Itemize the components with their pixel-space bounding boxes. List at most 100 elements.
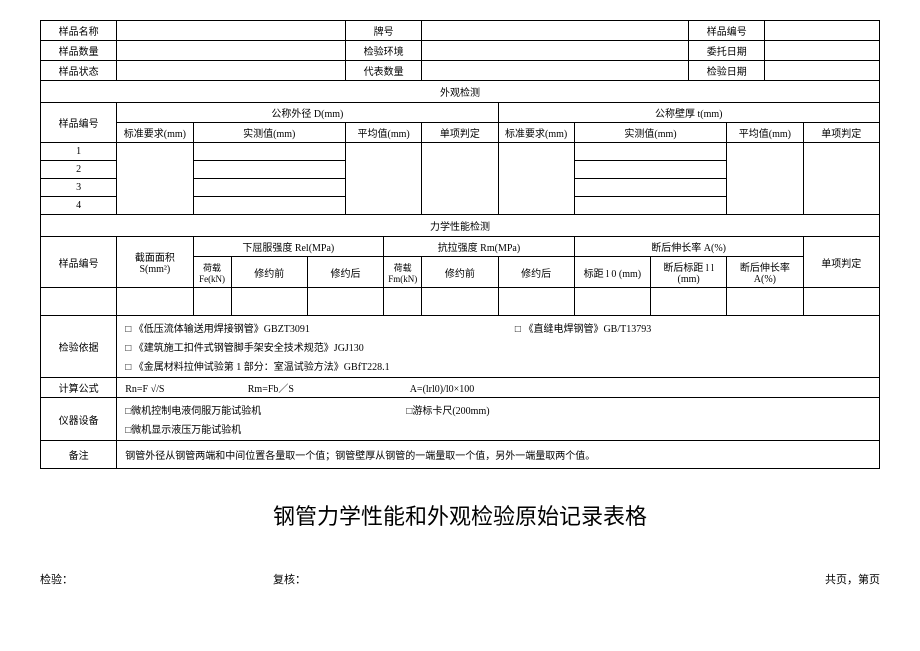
equipment-label: 仪器设备 — [41, 398, 117, 441]
s2-judge: 单项判定 — [803, 237, 880, 288]
table-cell — [193, 161, 346, 179]
table-cell — [574, 179, 727, 197]
label-test-date: 检验日期 — [689, 61, 765, 81]
s2-row-id — [41, 288, 117, 316]
table-cell — [307, 288, 383, 316]
value-test-date — [765, 61, 880, 81]
s1-row2-id: 2 — [41, 161, 117, 179]
basis-label: 检验依据 — [41, 316, 117, 378]
equip-1: 微机控制电液伺服万能试验机 — [131, 406, 261, 417]
s2-before2: 修约前 — [422, 257, 498, 288]
s1-g2-judge: 单项判定 — [803, 123, 880, 143]
s2-after1: 修约后 — [307, 257, 383, 288]
table-cell — [384, 288, 422, 316]
s1-g2-measured: 实测值(mm) — [574, 123, 727, 143]
table-cell — [193, 143, 346, 161]
value-sample-state — [117, 61, 346, 81]
equipment-content: □微机控制电液伺服万能试验机 □游标卡尺(200mm) □微机显示液压万能试验机 — [117, 398, 880, 441]
page-title: 钢管力学性能和外观检验原始记录表格 — [40, 499, 880, 531]
s1-group2: 公称壁厚 t(mm) — [498, 103, 880, 123]
value-test-env — [422, 41, 689, 61]
s2-elong-rate: 断后伸长率 A(%) — [727, 257, 803, 288]
s1-g2-avg: 平均值(mm) — [727, 123, 803, 143]
equip-2: 微机显示液压万能试验机 — [131, 425, 241, 436]
s1-g1-avg: 平均值(mm) — [346, 123, 422, 143]
s2-tensile: 抗拉强度 Rm(MPa) — [384, 237, 575, 257]
remark-text: 钢管外径从钢管两端和中间位置各量取一个值；钢管壁厚从钢管的一端量取一个值，另外一… — [117, 441, 880, 469]
s1-g1-avg-cell — [346, 143, 422, 215]
label-grade: 牌号 — [346, 21, 422, 41]
s2-after2: 修约后 — [498, 257, 574, 288]
remark-label: 备注 — [41, 441, 117, 469]
s2-before1: 修约前 — [231, 257, 307, 288]
s2-elongation: 断后伸长率 A(%) — [574, 237, 803, 257]
s2-load1: 荷载 Fe(kN) — [193, 257, 231, 288]
label-sample-no: 样品编号 — [689, 21, 765, 41]
s1-row3-id: 3 — [41, 179, 117, 197]
table-cell — [574, 197, 727, 215]
main-table: 样品名称 牌号 样品编号 样品数量 检验环境 委托日期 样品状态 代表数量 检验… — [40, 20, 880, 469]
checkbox-icon: □ — [125, 324, 131, 335]
table-cell — [651, 288, 727, 316]
s2-gauge-before: 标距 l 0 (mm) — [574, 257, 650, 288]
label-commission-date: 委托日期 — [689, 41, 765, 61]
s1-g1-std: 标准要求(mm) — [117, 123, 193, 143]
value-sample-qty — [117, 41, 346, 61]
table-cell — [498, 288, 574, 316]
label-sample-name: 样品名称 — [41, 21, 117, 41]
footer-review: 复核： — [273, 571, 306, 587]
table-cell — [574, 288, 650, 316]
value-grade — [422, 21, 689, 41]
formula-content: Rn=F √/S Rm=Fb／S A=(lrl0)/l0×100 — [117, 378, 880, 398]
s1-g2-std-cell — [498, 143, 574, 215]
s2-area: 截面面积 S(mm²) — [117, 237, 193, 288]
table-cell — [193, 197, 346, 215]
s1-g1-std-cell — [117, 143, 193, 215]
basis-item-right: 《直缝电焊钢管》GB/T13793 — [523, 324, 651, 335]
s2-load2: 荷载 Fm(kN) — [384, 257, 422, 288]
s1-g1-judge-cell — [422, 143, 498, 215]
formula-3: A=(lrl0)/l0×100 — [410, 384, 475, 395]
section2-title: 力学性能检测 — [41, 215, 880, 237]
formula-2: Rm=Fb／S — [248, 380, 408, 395]
s1-g2-judge-cell — [803, 143, 880, 215]
table-cell — [574, 143, 727, 161]
checkbox-icon: □ — [125, 343, 131, 354]
s1-g1-measured: 实测值(mm) — [193, 123, 346, 143]
formula-label: 计算公式 — [41, 378, 117, 398]
formula-1: Rn=F √/S — [125, 384, 245, 395]
basis-item-3: 《金属材料拉伸试验第 1 部分：室温试验方法》GBfT228.1 — [134, 362, 390, 373]
checkbox-icon: □ — [515, 324, 521, 335]
basis-item-2: 《建筑施工扣件式钢管脚手架安全技术规范》JGJ130 — [134, 343, 364, 354]
s1-sample-id-header: 样品编号 — [41, 103, 117, 143]
table-cell — [727, 288, 803, 316]
value-sample-no — [765, 21, 880, 41]
table-cell — [422, 288, 498, 316]
value-commission-date — [765, 41, 880, 61]
value-rep-qty — [422, 61, 689, 81]
table-cell — [803, 288, 880, 316]
table-cell — [193, 179, 346, 197]
footer-page: 共页，第页 — [825, 571, 880, 587]
label-sample-qty: 样品数量 — [41, 41, 117, 61]
footer-inspect: 检验： — [40, 571, 73, 587]
s1-row1-id: 1 — [41, 143, 117, 161]
table-cell — [117, 288, 193, 316]
s1-g2-std: 标准要求(mm) — [498, 123, 574, 143]
footer: 检验： 复核： 共页，第页 — [40, 571, 880, 587]
s1-g1-judge: 单项判定 — [422, 123, 498, 143]
s1-row4-id: 4 — [41, 197, 117, 215]
label-test-env: 检验环境 — [346, 41, 422, 61]
label-sample-state: 样品状态 — [41, 61, 117, 81]
s2-gauge-after: 断后标距 l l (mm) — [651, 257, 727, 288]
basis-content: □ 《低压流体输送用焊接钢管》GBZT3091 □ 《直缝电焊钢管》GB/T13… — [117, 316, 880, 378]
label-rep-qty: 代表数量 — [346, 61, 422, 81]
value-sample-name — [117, 21, 346, 41]
table-cell — [574, 161, 727, 179]
s1-group1: 公称外径 D(mm) — [117, 103, 498, 123]
basis-item-1: 《低压流体输送用焊接钢管》GBZT3091 — [134, 324, 310, 335]
s2-sample-id-header: 样品编号 — [41, 237, 117, 288]
table-cell — [193, 288, 231, 316]
section1-title: 外观检测 — [41, 81, 880, 103]
equip-right: 游标卡尺(200mm) — [412, 406, 489, 417]
